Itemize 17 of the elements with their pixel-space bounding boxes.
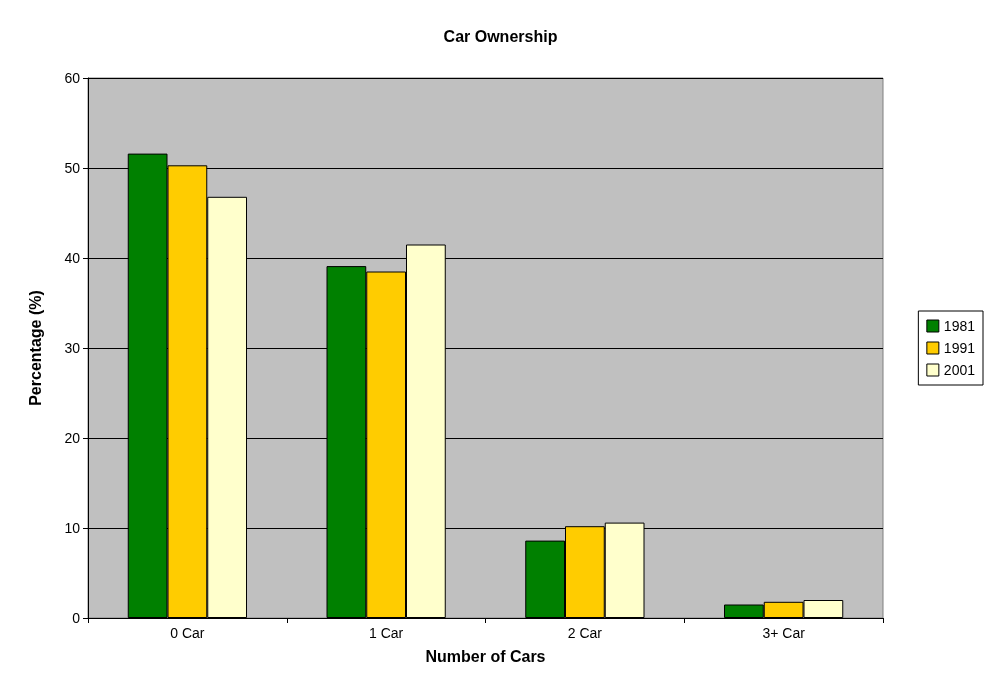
y-axis-title: Percentage (%) [26, 290, 44, 406]
x-axis-title: Number of Cars [425, 647, 546, 665]
x-tick-label: 3+ Car [762, 625, 806, 641]
legend-label: 2001 [943, 362, 976, 378]
y-tick-label: 50 [64, 160, 81, 176]
y-tick-label: 30 [64, 340, 81, 356]
x-tick-label: 0 Car [170, 625, 205, 641]
y-tick-label: 40 [64, 250, 81, 266]
y-tick-label: 20 [64, 430, 81, 446]
y-tick-label: 60 [64, 70, 81, 86]
legend-label: 1981 [943, 318, 976, 334]
x-tick-label: 1 Car [369, 625, 404, 641]
y-tick-label: 10 [64, 520, 81, 536]
chart-title: Car Ownership [443, 27, 558, 45]
legend-label: 1991 [943, 340, 976, 356]
y-tick-label: 0 [72, 610, 81, 626]
x-tick-label: 2 Car [567, 625, 603, 641]
